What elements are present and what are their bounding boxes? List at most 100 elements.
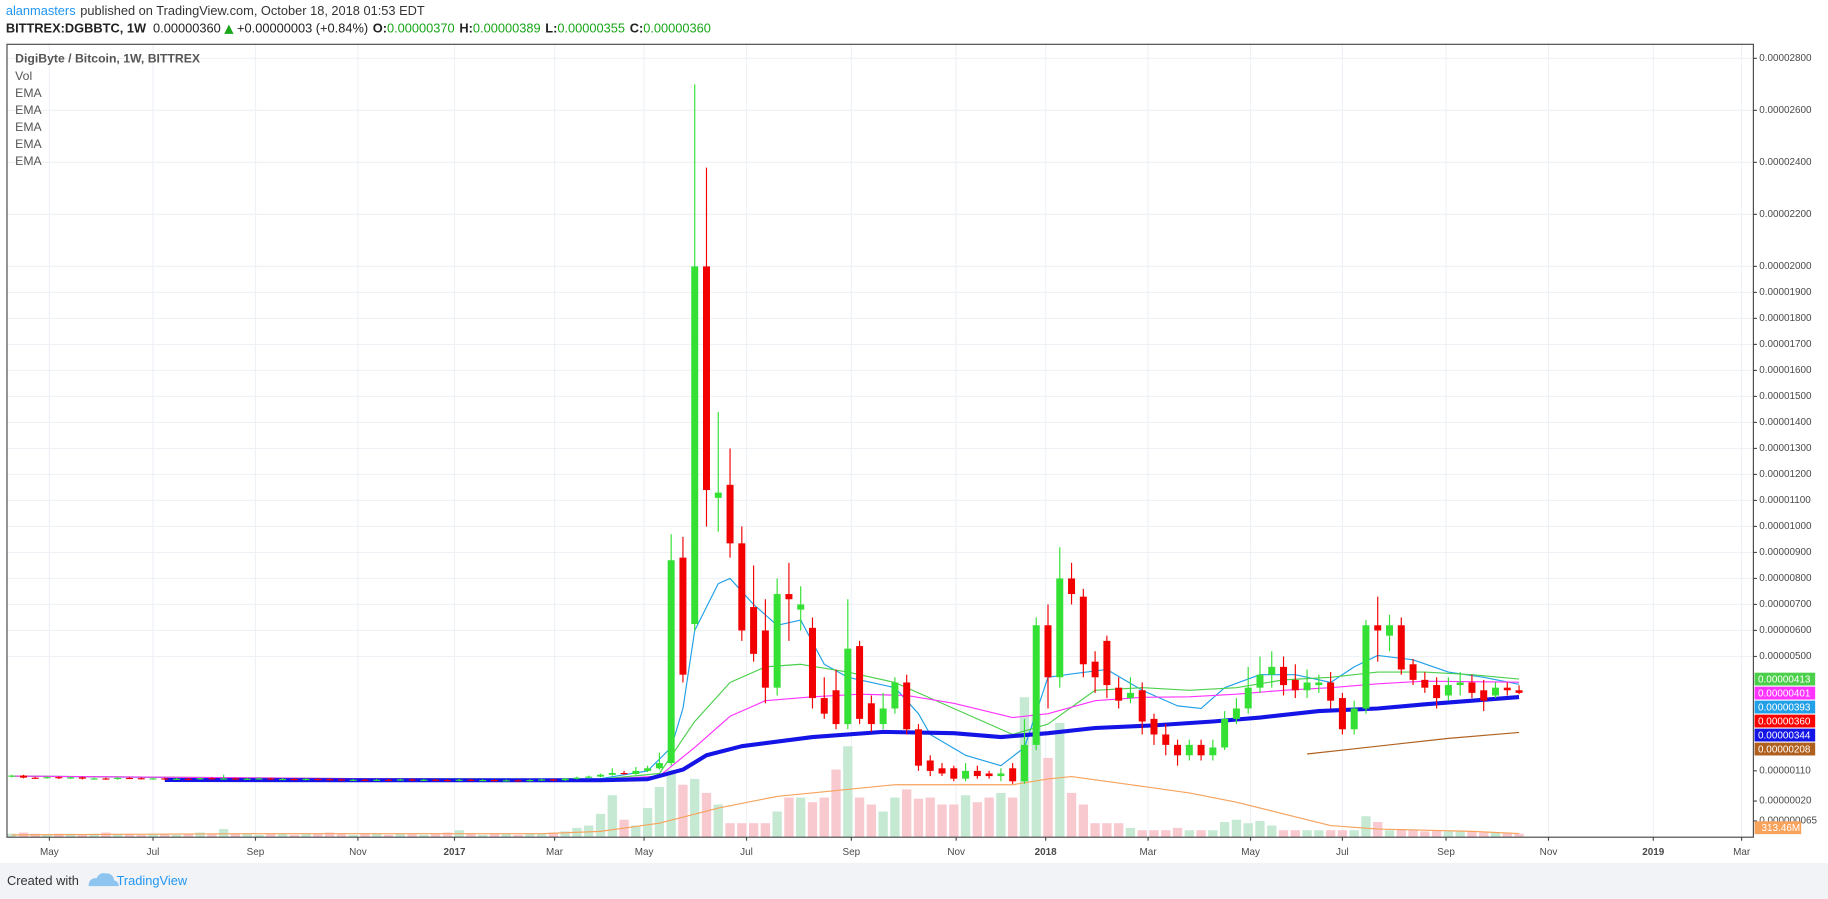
candle-body <box>43 777 51 779</box>
y-tick-label: 0.00002600 <box>1759 105 1812 116</box>
candle-body <box>1444 685 1452 696</box>
candle-body <box>1433 685 1441 699</box>
candle-body <box>561 778 569 781</box>
y-tick-label: 0.00000600 <box>1759 625 1812 636</box>
candle-body <box>255 778 263 780</box>
candle-body <box>90 778 98 780</box>
candle-body <box>31 777 39 779</box>
volume-bar <box>984 797 994 838</box>
volume-bar <box>430 833 441 838</box>
ema-line <box>164 694 1520 783</box>
volume-bar <box>972 802 983 838</box>
candle-body <box>455 779 463 781</box>
volume-bar <box>560 831 570 838</box>
candle-body <box>926 760 934 771</box>
candle-body <box>1044 625 1052 678</box>
x-tick-label: Jul <box>740 847 753 858</box>
volume-bar <box>949 804 959 838</box>
volume-bar <box>372 833 382 838</box>
candle-body <box>797 604 805 610</box>
candle-body <box>750 607 758 654</box>
high-label: H: <box>459 21 473 36</box>
candle-body <box>714 492 722 498</box>
y-tick-label: 0.00001600 <box>1759 365 1812 376</box>
x-tick-label: Mar <box>1140 847 1158 858</box>
price-badge <box>1754 728 1816 742</box>
candle-body <box>526 779 534 782</box>
volume-bar <box>913 798 924 838</box>
volume-bar <box>796 797 806 838</box>
volume-bar <box>313 833 323 838</box>
volume-bar <box>1031 713 1041 838</box>
volume-bar <box>1479 832 1489 838</box>
volume-badge <box>1754 821 1802 835</box>
volume-bar <box>1102 823 1112 838</box>
candle-body <box>856 646 864 719</box>
x-tick-label: 2017 <box>443 847 466 858</box>
volume-bar <box>890 797 900 838</box>
low-label: L: <box>545 21 557 36</box>
y-tick-label: 0.00002400 <box>1759 157 1812 168</box>
volume-bar <box>678 784 688 838</box>
candle-body <box>962 770 970 779</box>
last-price: 0.00000360 <box>153 21 221 36</box>
volume-bar <box>1267 825 1277 838</box>
volume-bar <box>1055 722 1065 838</box>
candle-body <box>597 774 605 777</box>
candle-body <box>1291 679 1299 691</box>
candle-body <box>184 778 192 780</box>
volume-bar <box>1302 830 1312 838</box>
volume-bar <box>1172 827 1183 838</box>
volume-bar <box>336 833 347 838</box>
volume-bar <box>1514 833 1524 838</box>
volume-bar <box>54 833 64 838</box>
x-tick-label: Nov <box>947 847 965 858</box>
candle-body <box>1162 734 1170 745</box>
candle-body <box>844 648 852 725</box>
ema-line <box>11 680 1520 781</box>
footer-brand[interactable]: TradingView <box>117 873 188 888</box>
legend-entry: EMA <box>15 120 42 134</box>
y-tick-label: 0.00001500 <box>1759 391 1812 402</box>
volume-bar <box>407 833 417 838</box>
candle-body <box>1280 666 1288 686</box>
x-tick-label: Jul <box>147 847 160 858</box>
candle-body <box>808 627 816 699</box>
candle-body <box>1421 679 1429 688</box>
volume-bar <box>1161 830 1171 838</box>
volume-bar <box>1090 823 1100 838</box>
volume-bar <box>489 833 500 838</box>
volume-bar <box>266 833 276 838</box>
author-link[interactable]: alanmasters <box>6 3 76 18</box>
volume-bar <box>1490 832 1501 838</box>
x-tick-label: May <box>1241 847 1260 858</box>
legend-entry: Vol <box>15 69 32 83</box>
y-tick-label: 0.00002200 <box>1759 209 1812 220</box>
x-tick-label: Mar <box>1733 847 1751 858</box>
volume-bar <box>1314 830 1324 838</box>
candle-body <box>632 770 640 775</box>
candle-body <box>1244 687 1252 709</box>
candle-body <box>1362 625 1370 709</box>
volume-bar <box>207 833 217 838</box>
legend-entry: EMA <box>15 86 42 100</box>
candle-body <box>1315 682 1323 686</box>
volume-ma-line <box>11 775 1520 836</box>
x-tick-label: Sep <box>247 847 265 858</box>
volume-bar <box>348 834 358 838</box>
candle-body <box>1174 744 1182 756</box>
volume-bar <box>242 833 252 838</box>
candle-body <box>620 772 628 775</box>
volume-bar <box>1443 831 1454 838</box>
candle-body <box>691 266 699 624</box>
candle-body <box>208 778 216 780</box>
candle-body <box>608 772 616 775</box>
volume-bar <box>230 833 241 838</box>
candle-body <box>1350 708 1358 730</box>
candle-body <box>137 778 145 780</box>
candle-body <box>467 779 475 781</box>
candle-body <box>914 729 922 766</box>
candle-body <box>491 779 499 782</box>
